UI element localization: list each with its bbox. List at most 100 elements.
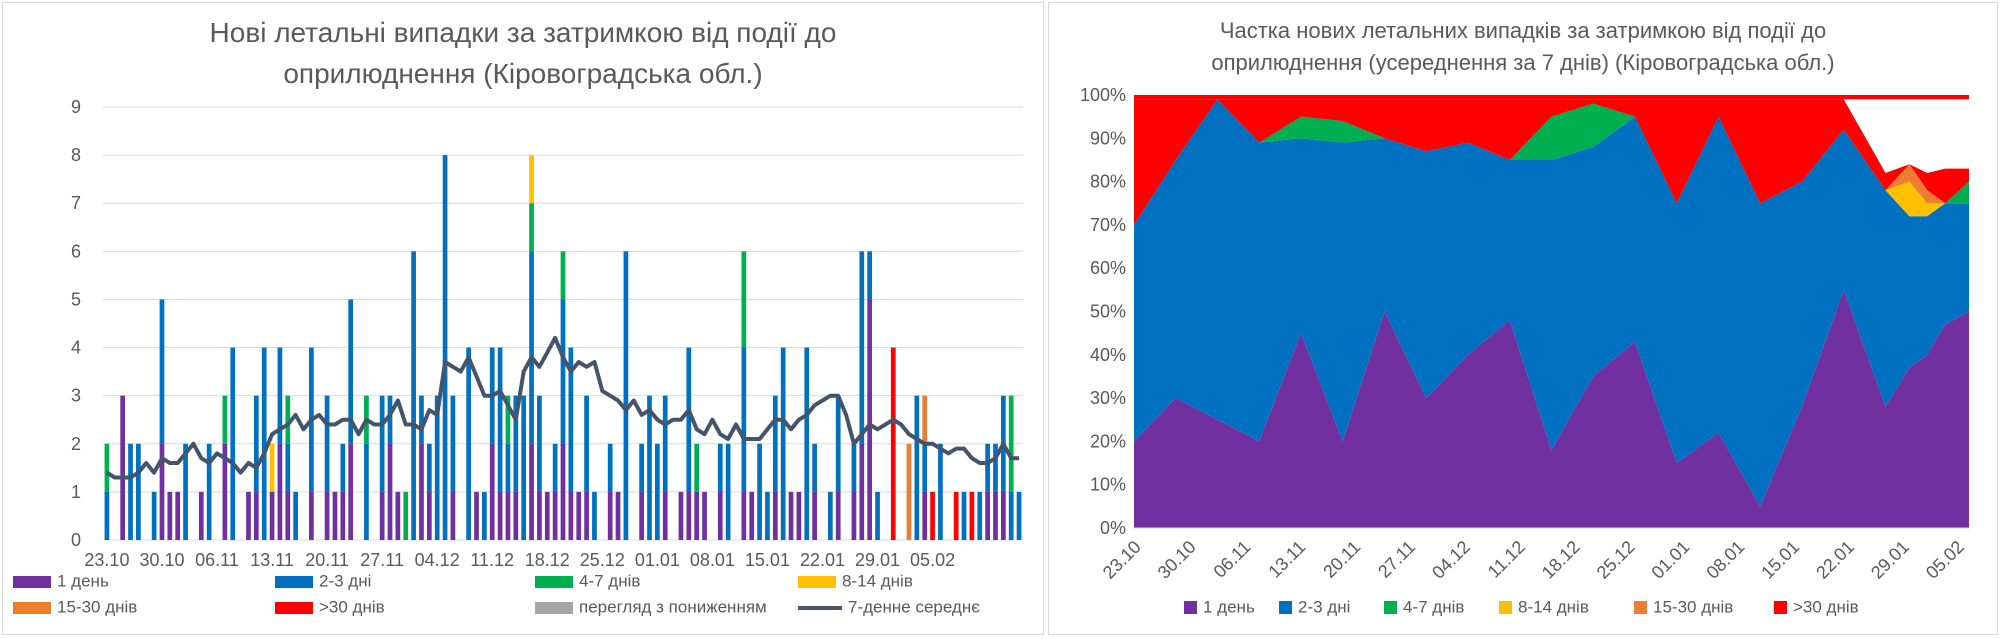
y-tick-label: 40%	[1090, 345, 1126, 365]
bar-segment	[529, 251, 534, 444]
bar-segment	[450, 395, 456, 492]
bar-segment	[655, 443, 660, 540]
bar-segment	[434, 395, 440, 540]
bar-segment	[772, 491, 778, 540]
x-tick-label: 08.01	[690, 550, 735, 570]
legend-label: 2-3 дні	[319, 571, 372, 591]
bar-segment	[544, 491, 550, 540]
bar-segment	[285, 443, 291, 492]
legend-swatch	[1634, 601, 1647, 615]
legend-swatch	[13, 601, 51, 614]
bar-segment	[159, 443, 165, 540]
bar-segment	[686, 347, 692, 492]
area-band	[1134, 99, 1969, 507]
y-tick-label: 80%	[1090, 172, 1126, 192]
bar-segment	[615, 491, 621, 540]
bar-segment	[993, 443, 998, 492]
bar-segment	[749, 491, 755, 540]
legend-swatch	[275, 575, 313, 588]
bar-segment	[835, 491, 841, 540]
bar-segment	[890, 347, 896, 540]
bar-segment	[183, 443, 188, 540]
bar-segment	[835, 395, 841, 492]
bar-segment	[725, 443, 731, 540]
bar-segment	[340, 443, 346, 492]
x-tick-label: 11.12	[1484, 537, 1529, 582]
bar-segment	[419, 443, 424, 540]
x-tick-label: 05.02	[1922, 537, 1968, 583]
y-tick-label: 9	[71, 97, 81, 117]
bar-segment	[395, 491, 401, 540]
bar-segment	[505, 443, 511, 492]
legend-swatch	[13, 575, 51, 588]
bar-segment	[269, 491, 275, 540]
bar-segment	[552, 443, 558, 492]
bar-segment	[568, 347, 574, 492]
x-tick-label: 15.01	[745, 550, 790, 570]
bar-chart-plot: 0 1 2 3 4 5 6 7 8 9 23.10 30.10 06.11 13.11 20.11 27.11…	[71, 97, 1023, 570]
bar-segment	[741, 251, 747, 348]
bar-segment	[128, 443, 133, 540]
bar-segment	[757, 443, 762, 540]
bar-segment	[1008, 395, 1014, 492]
legend-swatch	[1774, 601, 1787, 615]
bar-segment	[678, 491, 684, 540]
bar-segment	[788, 491, 794, 540]
legend-label: 15-30 днів	[1653, 597, 1734, 617]
bar-segment	[151, 491, 157, 540]
y-tick-label: 0	[71, 530, 81, 550]
bar-segment	[104, 443, 110, 492]
bar-segment	[332, 491, 338, 540]
bar-segment	[772, 395, 778, 492]
bar-segment	[379, 395, 385, 492]
bar-segment	[1008, 491, 1014, 540]
bar-segment	[426, 491, 432, 540]
x-tick-label: 06.11	[195, 550, 239, 570]
bar-segment	[859, 443, 865, 540]
bar-segment	[505, 395, 511, 444]
legend-label: 2-3 дні	[1298, 597, 1351, 617]
bar-segment	[136, 443, 141, 540]
bar-segment	[623, 251, 629, 541]
bar-segment	[426, 443, 432, 492]
bar-segment	[985, 491, 990, 540]
y-tick-label: 7	[71, 193, 81, 213]
legend-item: 2-3 дні	[1279, 597, 1350, 618]
bar-segment	[1016, 491, 1022, 540]
bar-segment	[277, 443, 283, 540]
legend-item: >30 днів	[1774, 597, 1859, 618]
x-tick-label: 20.11	[1319, 537, 1364, 582]
bar-segment	[497, 491, 503, 540]
bar-segment	[560, 299, 566, 444]
legend-item: 8-14 днів	[798, 571, 913, 592]
chart-title-line-1: Нові летальні випадки за затримкою від п…	[209, 17, 837, 48]
bar-segment	[607, 443, 613, 492]
bar-segment	[513, 395, 519, 492]
x-tick-label: 27.11	[360, 550, 404, 570]
x-tick-label: 15.01	[1757, 537, 1803, 583]
bar-segment	[167, 491, 173, 540]
bar-segment	[537, 491, 542, 540]
x-tick-label: 13.11	[250, 550, 294, 570]
bar-segment	[324, 395, 330, 492]
bar-segment	[780, 347, 786, 540]
bar-segment	[812, 491, 817, 540]
bar-segment	[411, 251, 416, 541]
y-tick-label: 10%	[1090, 475, 1126, 495]
x-tick-label: 13.11	[1264, 537, 1309, 582]
y-tick-label: 70%	[1090, 215, 1126, 235]
bar-segment	[552, 491, 558, 540]
y-tick-label: 6	[71, 241, 81, 261]
x-tick-label: 20.11	[305, 550, 349, 570]
bar-segment	[489, 443, 495, 540]
x-tick-label: 29.01	[1867, 537, 1913, 583]
y-tick-label: 60%	[1090, 258, 1126, 278]
bar-segment	[159, 299, 165, 444]
legend-label: 1 день	[57, 571, 109, 591]
bar-segment	[198, 491, 204, 540]
bar-segment	[269, 443, 275, 492]
bar-segment	[529, 203, 534, 252]
bar-segment	[922, 395, 928, 444]
bar-segment	[293, 491, 299, 540]
legend-item: 1 день	[1184, 597, 1255, 618]
